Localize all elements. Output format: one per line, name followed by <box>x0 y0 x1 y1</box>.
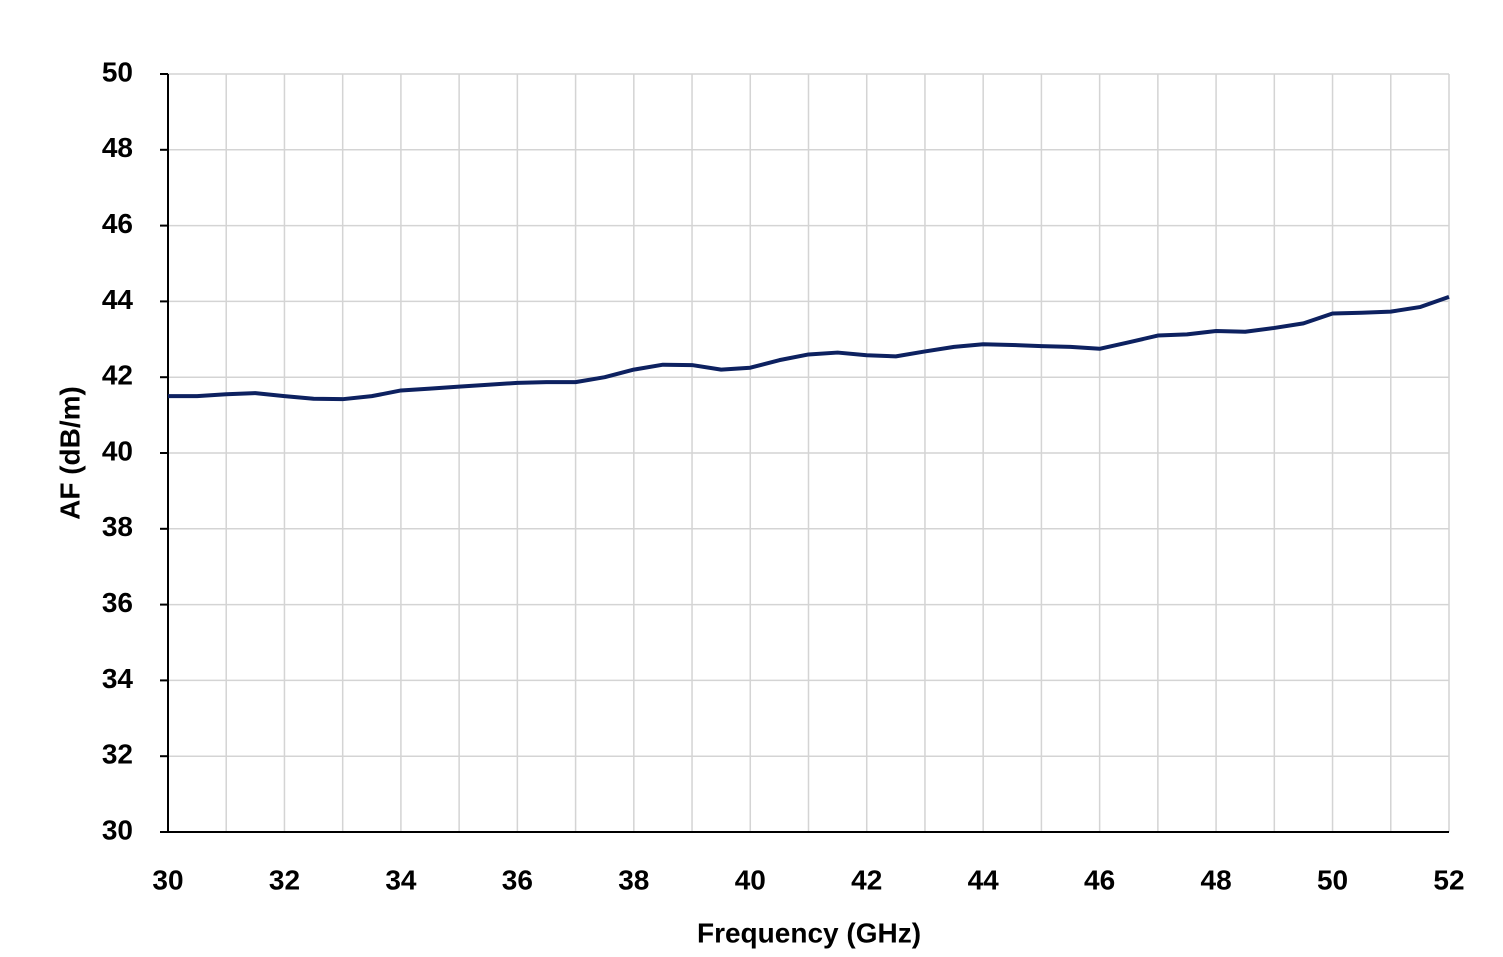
y-tick-label: 50 <box>102 56 133 87</box>
y-tick-label: 36 <box>102 587 133 618</box>
x-tick-label: 38 <box>618 864 649 895</box>
y-tick-label: 42 <box>102 360 133 391</box>
y-axis-label: AF (dB/m) <box>54 386 85 520</box>
data-line <box>168 294 1450 402</box>
x-axis-label: Frequency (GHz) <box>697 917 921 948</box>
x-tick-label: 40 <box>735 864 766 895</box>
x-tick-label: 50 <box>1317 864 1348 895</box>
x-tick-label: 42 <box>851 864 882 895</box>
y-tick-label: 44 <box>102 284 134 315</box>
x-tick-label: 30 <box>152 864 183 895</box>
x-tick-label: 34 <box>385 864 417 895</box>
y-tick-label: 46 <box>102 208 133 239</box>
y-tick-label: 34 <box>102 663 134 694</box>
x-tick-label: 32 <box>269 864 300 895</box>
x-tick-label: 48 <box>1201 864 1232 895</box>
y-tick-label: 38 <box>102 511 133 542</box>
x-tick-label: 46 <box>1084 864 1115 895</box>
x-tick-label: 36 <box>502 864 533 895</box>
y-tick-label: 30 <box>102 814 133 845</box>
y-tick-label: 32 <box>102 739 133 770</box>
y-tick-label: 48 <box>102 132 133 163</box>
x-tick-label: 52 <box>1433 864 1464 895</box>
y-tick-label: 40 <box>102 435 133 466</box>
x-tick-label: 44 <box>968 864 1000 895</box>
